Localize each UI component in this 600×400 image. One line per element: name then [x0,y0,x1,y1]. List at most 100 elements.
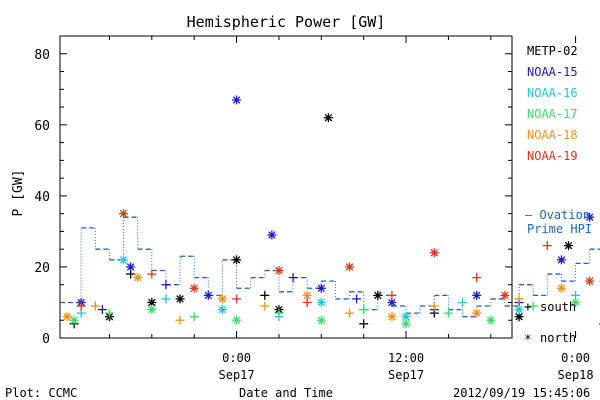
y-axis-label: P [GW] [11,170,26,217]
data-point-noaa-19-north [585,276,595,286]
data-point-noaa-15-north-d2 [268,231,276,239]
data-point-noaa-19-north [274,265,284,275]
y-tick-label: 40 [34,190,50,205]
data-point-noaa-16-north-d2 [119,256,128,264]
data-point-noaa-17-south [104,308,114,318]
data-point-noaa-17-north-d2 [232,316,241,324]
data-point-noaa-17-north-d2 [317,316,326,324]
legend-ovation-line1: — Ovation [525,208,590,222]
data-point-metp-02-south [260,290,270,300]
data-point-noaa-18-south [260,301,270,311]
data-point-noaa-15-north-d2 [557,256,566,264]
y-tick-label: 80 [34,48,50,63]
data-point-noaa-15-south [97,305,107,315]
data-point-metp-02-north-d2 [232,256,241,264]
data-point-noaa-18-north-d2 [557,284,566,293]
data-point-noaa-19-north-d2 [585,277,594,285]
data-point-metp-02-north-d2 [176,295,184,303]
x-tick-time-label: 0:00 [222,351,251,365]
data-point-noaa-19-north-d2 [190,284,198,293]
legend-item-noaa-17: NOAA-17 [527,107,578,121]
data-point-noaa-19-south [387,290,397,300]
x-tick-time-label: 12:00 [388,351,424,365]
data-point-metp-02-north [147,297,157,307]
legend: METP-02 NOAA-15 NOAA-16 NOAA-17 NOAA-18 NOAA-… [524,44,592,348]
data-point-metp-02-north-d2 [374,291,382,300]
data-point-noaa-19-north [119,209,129,219]
data-point-noaa-16-south [161,294,171,304]
data-point-noaa-18-north-d2 [472,309,481,317]
legend-item-metp-02: METP-02 [527,44,578,58]
data-point-noaa-15-north-d2 [204,291,213,300]
legend-north-symbol: * [524,333,532,348]
x-tick-date-label: Sep18 [558,368,594,382]
plot-frame [59,35,513,339]
data-point-noaa-18-north-d2 [63,312,71,321]
data-point-noaa-18-north-d2 [218,295,227,303]
legend-ovation-line2: Prime HPI [527,222,592,236]
data-point-noaa-19-south [147,269,157,279]
legend-south-label: south [540,300,576,314]
data-point-noaa-19-north [429,248,439,258]
data-point-noaa-16-north-d2 [402,312,410,321]
data-point-metp-02-north-d2 [148,298,156,307]
data-point-noaa-15-north-d2 [317,284,326,293]
data-point-noaa-18-north-d2 [303,291,311,300]
chart-title: Hemispheric Power [GW] [187,13,386,31]
data-point-metp-02-north [373,290,383,300]
data-point-noaa-17-north [571,297,581,307]
data-point-noaa-18-north [217,294,227,304]
data-point-noaa-19-north-d2 [501,291,509,300]
x-tick-date-label: Sep17 [219,368,255,382]
data-point-noaa-15-north-d2 [472,291,481,300]
data-point-metp-02-north-d2 [564,241,573,250]
data-point-noaa-15-north [203,290,213,300]
data-point-noaa-19-south [76,301,86,311]
data-point-noaa-15-north [232,95,242,105]
data-point-noaa-19-north [345,262,355,272]
timestamp: 2012/09/19 15:45:06 [453,386,590,400]
data-point-noaa-18-north [387,312,397,322]
data-point-noaa-19-south [542,241,552,251]
data-point-noaa-15-north [585,212,595,222]
data-point-metp-02-south [359,319,369,329]
data-point-noaa-17-north-d2 [487,316,495,324]
data-point-noaa-16-north [217,305,227,315]
data-point-noaa-18-south [514,294,524,304]
data-point-noaa-17-north-d2 [571,298,580,307]
data-point-metp-02-north [323,113,333,123]
legend-north-label: north [540,331,576,345]
data-point-noaa-16-north-d2 [317,298,326,307]
data-point-noaa-15-north-d2 [388,298,396,307]
data-point-noaa-17-north [316,315,326,325]
data-point-noaa-15-south [161,280,171,290]
legend-item-noaa-19: NOAA-19 [527,149,578,163]
x-tick-date-label: Sep17 [388,368,424,382]
data-point-noaa-15-north [126,262,136,272]
legend-item-noaa-18: NOAA-18 [527,128,578,142]
data-point-noaa-18-south [345,308,355,318]
data-point-noaa-19-south [302,297,312,307]
data-point-noaa-17-north [147,305,157,315]
data-point-noaa-16-north [401,312,411,322]
y-tick-label: 60 [34,119,50,134]
data-point-noaa-16-north [514,305,524,315]
x-axis-label: Date and Time [239,386,333,400]
data-point-noaa-18-south [429,301,439,311]
data-point-noaa-18-north [556,283,566,293]
data-point-noaa-17-north [232,315,242,325]
data-point-noaa-19-north-d2 [430,248,439,257]
data-point-noaa-18-north-d2 [133,273,142,282]
data-point-noaa-17-south [359,305,369,315]
data-point-noaa-16-north-d2 [515,305,523,314]
data-point-noaa-15-south [352,294,362,304]
data-point-metp-02-north-d2 [324,113,333,122]
data-point-noaa-17-north-d2 [70,316,78,324]
data-point-noaa-19-south [232,294,242,304]
data-point-noaa-15-north [267,230,277,240]
data-point-noaa-19-north [500,290,510,300]
data-point-noaa-15-north-d2 [585,213,594,221]
data-point-noaa-19-north [189,283,199,293]
data-point-noaa-16-north [119,255,129,265]
